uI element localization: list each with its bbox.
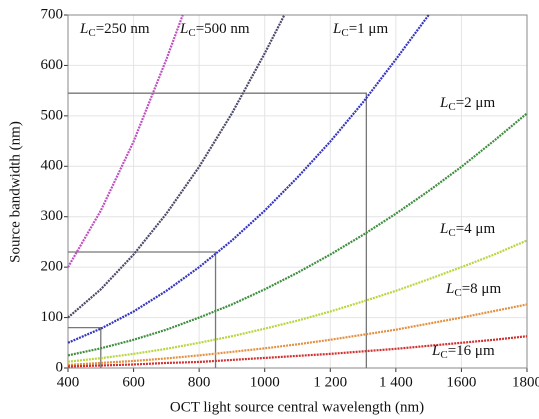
y-tick-label: 500 [41, 107, 64, 123]
x-axis-label: OCT light source central wavelength (nm) [170, 399, 424, 415]
legend-label-part: C [454, 287, 461, 299]
legend-label: LC=4 μm [439, 221, 495, 238]
legend-label-part: C [440, 349, 447, 361]
legend-label-part: L [79, 21, 88, 37]
legend-label: LC=500 nm [179, 21, 250, 38]
y-tick-label: 100 [41, 309, 64, 325]
x-tick-label: 1800 [512, 374, 539, 390]
series-line [67, 335, 528, 368]
series-line [67, 112, 528, 357]
plot-frame [67, 14, 528, 369]
x-tick-label: 1600 [446, 374, 476, 390]
y-tick-label: 600 [41, 57, 64, 73]
reference-line [68, 92, 368, 368]
x-tick-label: 800 [188, 374, 211, 390]
legend-label-part: C [188, 27, 195, 39]
y-tick-label: 0 [56, 359, 64, 375]
y-tick-label: 700 [41, 6, 64, 22]
legend-label-part: =250 nm [96, 21, 150, 37]
legend-label-part: L [179, 21, 188, 37]
legend-label-part: =500 nm [196, 21, 250, 37]
series-line [67, 14, 286, 319]
legend-label-part: C [341, 27, 348, 39]
series-line [67, 239, 528, 363]
y-tick-label: 200 [41, 259, 64, 275]
legend-label: LC=1 μm [332, 21, 388, 38]
x-tick-label: 1000 [250, 374, 280, 390]
series-line [67, 14, 430, 344]
series-line [67, 14, 184, 268]
legend-label: LC=250 nm [79, 21, 150, 38]
y-tick-label: 300 [41, 208, 64, 224]
legend-label-part: L [439, 95, 448, 111]
x-tick-label: 1 400 [379, 374, 413, 390]
legend-label-part: =8 μm [462, 281, 502, 297]
legend-label-part: =4 μm [456, 221, 496, 237]
legend-label-part: L [332, 21, 341, 37]
legend-label-part: =1 μm [349, 21, 389, 37]
legend-label-part: L [445, 281, 454, 297]
x-tick-label: 1 200 [313, 374, 347, 390]
legend-label: LC=8 μm [445, 281, 501, 298]
legend-label-part: =2 μm [456, 95, 496, 111]
legend-label: LC=2 μm [439, 95, 495, 112]
legend-label-part: =16 μm [448, 343, 495, 359]
series-line [67, 303, 528, 367]
legend-label-part: L [431, 343, 440, 359]
y-axis-label: Source bandwidth (nm) [7, 121, 23, 263]
legend-label-part: C [448, 227, 455, 239]
x-tick-label: 400 [57, 374, 80, 390]
legend-label: LC=16 μm [431, 343, 495, 360]
reference-line [68, 251, 217, 368]
legend-label-part: L [439, 221, 448, 237]
y-tick-label: 400 [41, 158, 64, 174]
x-tick-label: 600 [122, 374, 145, 390]
legend-label-part: C [448, 101, 455, 113]
legend-label-part: C [88, 27, 95, 39]
